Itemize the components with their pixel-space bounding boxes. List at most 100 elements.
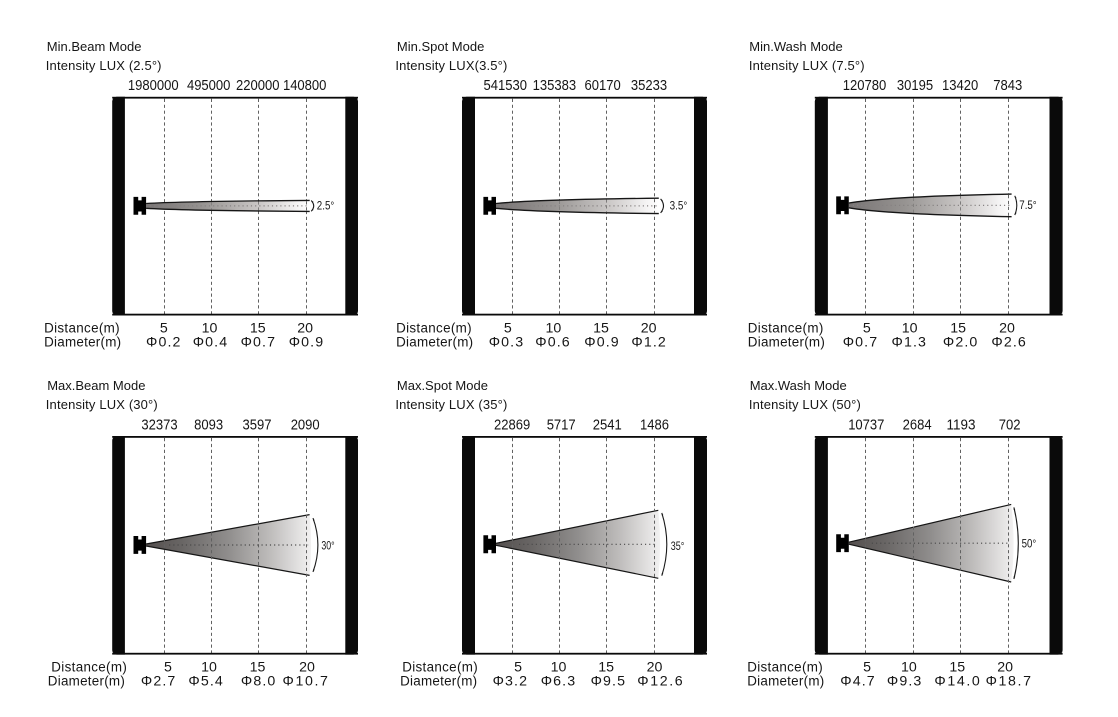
svg-text:Φ4.7: Φ4.7 <box>840 674 875 690</box>
svg-text:20: 20 <box>647 659 663 675</box>
svg-text:10: 10 <box>546 321 562 337</box>
svg-text:Min.Beam Mode: Min.Beam Mode <box>47 39 142 54</box>
svg-text:Φ5.4: Φ5.4 <box>188 674 223 690</box>
svg-text:Distance(m): Distance(m) <box>44 321 120 336</box>
svg-text:Intensity LUX (7.5°): Intensity LUX (7.5°) <box>749 58 865 73</box>
svg-text:135383: 135383 <box>533 77 577 94</box>
svg-text:495000: 495000 <box>187 77 231 94</box>
svg-text:Φ2.0: Φ2.0 <box>943 335 978 351</box>
svg-text:10: 10 <box>202 321 218 337</box>
svg-text:10: 10 <box>902 321 918 337</box>
svg-text:Intensity LUX (30°): Intensity LUX (30°) <box>46 397 158 412</box>
svg-text:Φ10.7: Φ10.7 <box>283 674 329 690</box>
svg-text:Min.Spot Mode: Min.Spot Mode <box>397 39 484 54</box>
svg-text:20: 20 <box>641 321 657 337</box>
svg-text:10: 10 <box>201 659 217 675</box>
svg-text:Distance(m): Distance(m) <box>748 321 824 336</box>
svg-text:Intensity LUX (2.5°): Intensity LUX (2.5°) <box>46 58 162 73</box>
svg-text:5: 5 <box>514 659 522 675</box>
svg-text:Φ0.2: Φ0.2 <box>146 335 181 351</box>
svg-text:Diameter(m): Diameter(m) <box>400 674 477 689</box>
svg-text:2090: 2090 <box>291 417 320 434</box>
svg-text:Φ0.6: Φ0.6 <box>535 335 570 351</box>
svg-text:15: 15 <box>250 321 266 337</box>
svg-text:Intensity LUX (50°): Intensity LUX (50°) <box>749 397 861 412</box>
svg-text:5: 5 <box>160 321 168 337</box>
svg-text:Φ18.7: Φ18.7 <box>986 674 1032 690</box>
svg-text:2541: 2541 <box>593 417 622 434</box>
svg-text:Φ6.3: Φ6.3 <box>541 674 576 690</box>
svg-text:Max.Spot Mode: Max.Spot Mode <box>397 378 488 393</box>
svg-text:3.5°: 3.5° <box>670 199 688 212</box>
svg-text:1193: 1193 <box>947 417 976 434</box>
svg-text:541530: 541530 <box>484 77 528 94</box>
svg-text:Diameter(m): Diameter(m) <box>48 674 125 689</box>
svg-text:Distance(m): Distance(m) <box>51 659 127 674</box>
svg-text:5717: 5717 <box>547 417 576 434</box>
svg-text:Diameter(m): Diameter(m) <box>747 674 824 689</box>
svg-text:Distance(m): Distance(m) <box>402 659 478 674</box>
svg-text:22869: 22869 <box>494 417 530 434</box>
svg-text:Φ0.4: Φ0.4 <box>193 335 228 351</box>
svg-text:20: 20 <box>297 321 313 337</box>
svg-text:35233: 35233 <box>631 77 667 94</box>
svg-text:120780: 120780 <box>843 77 887 94</box>
svg-text:15: 15 <box>250 659 266 675</box>
svg-text:8093: 8093 <box>194 417 223 434</box>
svg-text:Distance(m): Distance(m) <box>747 659 823 674</box>
svg-text:10737: 10737 <box>848 417 884 434</box>
svg-text:60170: 60170 <box>585 77 621 94</box>
svg-text:Φ0.7: Φ0.7 <box>241 335 276 351</box>
svg-text:Min.Wash Mode: Min.Wash Mode <box>749 39 842 54</box>
svg-text:Intensity LUX (35°): Intensity LUX (35°) <box>395 397 507 412</box>
svg-text:Φ14.0: Φ14.0 <box>934 674 980 690</box>
svg-text:Φ0.9: Φ0.9 <box>289 335 324 351</box>
svg-text:Distance(m): Distance(m) <box>396 321 472 336</box>
svg-text:15: 15 <box>593 321 609 337</box>
svg-text:140800: 140800 <box>283 77 327 94</box>
svg-text:Φ1.2: Φ1.2 <box>631 335 666 351</box>
svg-text:Φ3.2: Φ3.2 <box>493 674 528 690</box>
svg-text:50°: 50° <box>1022 537 1037 550</box>
svg-text:13420: 13420 <box>942 77 978 94</box>
svg-text:10: 10 <box>551 659 567 675</box>
svg-text:20: 20 <box>999 321 1015 337</box>
svg-text:7.5°: 7.5° <box>1019 199 1036 212</box>
svg-text:Diameter(m): Diameter(m) <box>44 335 121 350</box>
svg-text:5: 5 <box>164 659 172 675</box>
svg-text:Φ9.5: Φ9.5 <box>591 674 626 690</box>
svg-text:15: 15 <box>950 321 966 337</box>
svg-text:32373: 32373 <box>141 417 177 434</box>
svg-text:7843: 7843 <box>993 77 1022 94</box>
svg-text:1980000: 1980000 <box>128 77 179 94</box>
svg-text:Diameter(m): Diameter(m) <box>748 335 825 350</box>
svg-text:Intensity LUX(3.5°): Intensity LUX(3.5°) <box>395 58 507 73</box>
svg-text:2684: 2684 <box>903 417 932 434</box>
svg-text:35°: 35° <box>671 540 685 553</box>
svg-text:3597: 3597 <box>243 417 272 434</box>
svg-text:5: 5 <box>863 321 871 337</box>
svg-text:Φ8.0: Φ8.0 <box>241 674 276 690</box>
svg-text:15: 15 <box>598 659 614 675</box>
svg-text:15: 15 <box>949 659 965 675</box>
svg-text:2.5°: 2.5° <box>317 199 335 212</box>
svg-text:Φ9.3: Φ9.3 <box>887 674 922 690</box>
svg-text:30195: 30195 <box>897 77 933 94</box>
svg-text:30°: 30° <box>321 539 334 552</box>
svg-text:Diameter(m): Diameter(m) <box>396 335 473 350</box>
svg-text:Φ2.7: Φ2.7 <box>141 674 176 690</box>
svg-text:Max.Beam Mode: Max.Beam Mode <box>47 378 145 393</box>
svg-text:20: 20 <box>299 659 315 675</box>
svg-text:Φ0.3: Φ0.3 <box>489 335 524 351</box>
svg-text:Φ0.9: Φ0.9 <box>584 335 619 351</box>
svg-text:20: 20 <box>997 659 1013 675</box>
svg-text:220000: 220000 <box>236 77 280 94</box>
svg-text:702: 702 <box>999 417 1021 434</box>
svg-text:Φ1.3: Φ1.3 <box>892 335 927 351</box>
svg-text:10: 10 <box>901 659 917 675</box>
svg-text:Φ0.7: Φ0.7 <box>843 335 878 351</box>
svg-text:5: 5 <box>504 321 512 337</box>
svg-text:5: 5 <box>863 659 871 675</box>
svg-text:Φ12.6: Φ12.6 <box>637 674 683 690</box>
svg-text:Φ2.6: Φ2.6 <box>991 335 1026 351</box>
